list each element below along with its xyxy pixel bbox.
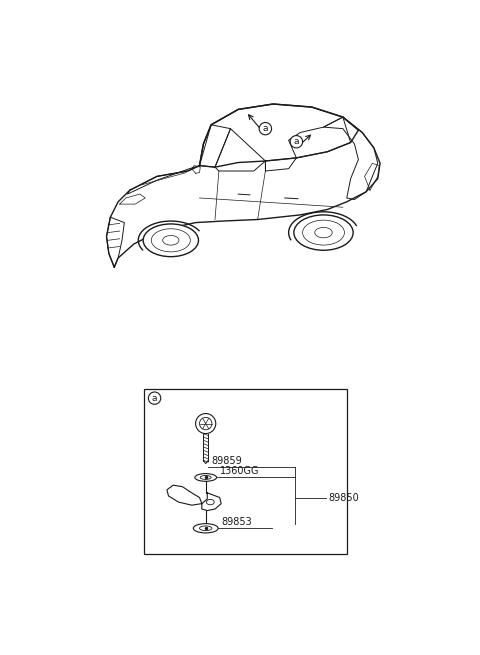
Text: 89850: 89850 xyxy=(328,493,359,503)
Text: 89853: 89853 xyxy=(221,517,252,527)
Text: 1360GG: 1360GG xyxy=(220,466,259,476)
Ellipse shape xyxy=(195,474,216,481)
Circle shape xyxy=(259,122,272,135)
Text: a: a xyxy=(294,138,299,146)
Circle shape xyxy=(196,413,216,434)
Ellipse shape xyxy=(143,224,199,257)
Text: a: a xyxy=(263,124,268,133)
Text: 89859: 89859 xyxy=(211,456,242,466)
Text: a: a xyxy=(152,394,157,403)
Ellipse shape xyxy=(193,523,218,533)
Ellipse shape xyxy=(294,215,353,250)
Circle shape xyxy=(290,136,302,148)
Bar xyxy=(144,389,347,555)
Circle shape xyxy=(148,392,161,404)
